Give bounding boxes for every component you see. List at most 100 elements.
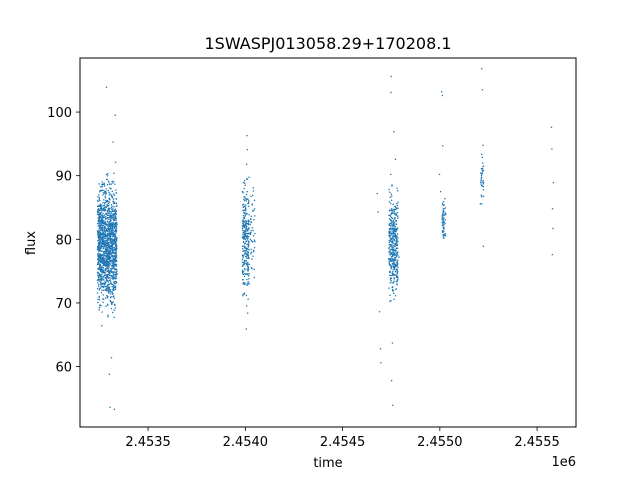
data-point	[97, 255, 99, 258]
data-point	[109, 263, 112, 265]
data-point	[98, 191, 101, 193]
data-point	[101, 325, 103, 327]
data-point	[440, 90, 443, 93]
data-point	[97, 262, 99, 264]
data-point	[109, 214, 112, 216]
data-point	[115, 202, 117, 205]
data-point	[98, 289, 101, 291]
data-point	[101, 271, 103, 273]
data-point	[444, 222, 446, 225]
data-point	[108, 211, 110, 213]
data-point	[110, 277, 112, 279]
data-point	[97, 237, 100, 239]
data-point	[392, 286, 394, 288]
data-point	[245, 226, 247, 228]
data-point	[107, 230, 109, 233]
data-point	[391, 241, 393, 244]
data-point	[252, 209, 255, 212]
data-point	[248, 243, 250, 246]
data-point	[389, 249, 391, 251]
data-point	[103, 185, 106, 187]
data-point	[100, 268, 102, 270]
data-point	[103, 230, 106, 232]
data-point	[391, 270, 394, 273]
data-point	[394, 158, 397, 160]
data-point	[99, 264, 102, 266]
data-point	[395, 238, 398, 241]
data-point	[242, 256, 244, 259]
data-point	[98, 296, 100, 299]
data-point	[108, 234, 111, 236]
data-point	[115, 256, 117, 258]
data-point	[102, 277, 104, 279]
data-point	[481, 162, 484, 164]
data-point	[394, 242, 397, 245]
data-point	[97, 275, 100, 277]
data-point	[397, 237, 399, 239]
data-point	[396, 240, 398, 242]
data-point	[98, 183, 100, 185]
data-point	[106, 266, 109, 269]
data-point	[107, 250, 110, 252]
data-point	[390, 234, 392, 236]
data-point	[97, 243, 100, 245]
data-point	[100, 229, 102, 232]
data-point	[106, 253, 109, 255]
data-point	[107, 200, 109, 203]
data-point	[392, 219, 395, 221]
data-point	[242, 295, 244, 297]
data-point	[112, 249, 114, 251]
data-point	[116, 273, 118, 275]
data-point	[395, 281, 398, 283]
data-point	[114, 183, 116, 185]
data-point	[99, 253, 102, 255]
data-point	[101, 228, 103, 230]
data-point	[110, 281, 112, 283]
data-point	[114, 288, 117, 291]
data-point	[250, 221, 252, 223]
data-point	[110, 212, 112, 214]
data-point	[391, 185, 393, 187]
data-point	[109, 290, 111, 293]
data-point	[241, 261, 244, 263]
data-point	[390, 219, 392, 222]
data-point	[108, 279, 111, 282]
data-point	[392, 242, 394, 244]
data-point	[551, 148, 553, 150]
data-point	[245, 328, 248, 330]
data-point	[479, 202, 482, 205]
data-point	[243, 233, 246, 236]
data-point	[245, 227, 248, 229]
data-point	[390, 238, 393, 241]
data-point	[110, 183, 113, 185]
data-point	[113, 238, 116, 241]
data-point	[107, 180, 110, 182]
data-point	[391, 282, 393, 284]
data-point	[104, 209, 107, 212]
data-point	[247, 270, 249, 272]
data-point	[246, 278, 248, 281]
data-point	[482, 195, 485, 197]
data-point	[253, 239, 256, 241]
data-point	[393, 278, 396, 280]
data-point	[396, 251, 399, 254]
data-point	[110, 215, 112, 218]
data-point	[482, 144, 484, 146]
data-point	[111, 311, 114, 314]
data-point	[116, 270, 118, 273]
data-point	[102, 241, 104, 243]
data-point	[100, 281, 102, 284]
data-point	[389, 271, 392, 274]
data-point	[108, 373, 111, 375]
data-point	[481, 89, 484, 91]
data-point	[114, 254, 116, 256]
data-point	[106, 220, 109, 222]
data-point	[98, 306, 101, 309]
data-point	[482, 188, 485, 191]
data-point	[114, 307, 117, 309]
data-point	[388, 234, 390, 237]
data-point	[480, 178, 483, 180]
data-point	[394, 213, 397, 216]
